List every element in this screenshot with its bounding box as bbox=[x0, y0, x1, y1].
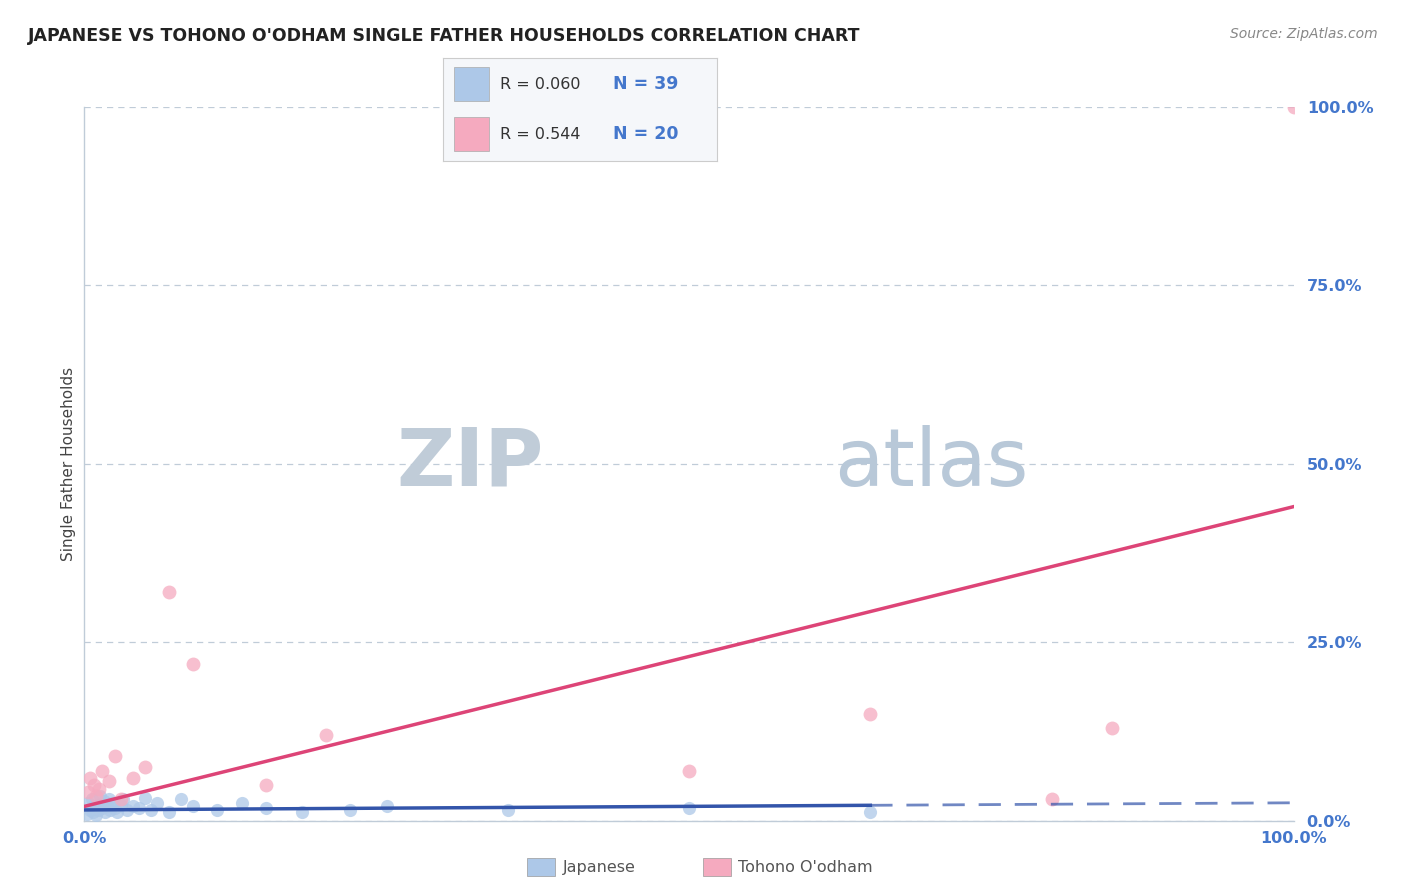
Text: atlas: atlas bbox=[834, 425, 1028, 503]
Y-axis label: Single Father Households: Single Father Households bbox=[60, 367, 76, 561]
Point bbox=[1282, 100, 1305, 114]
Text: Tohono O'odham: Tohono O'odham bbox=[738, 860, 873, 874]
Point bbox=[115, 803, 138, 817]
Point bbox=[97, 792, 120, 806]
Point bbox=[375, 799, 398, 814]
Point bbox=[104, 749, 127, 764]
Point bbox=[128, 801, 150, 815]
Point bbox=[79, 771, 101, 785]
Point bbox=[93, 794, 115, 808]
Point bbox=[315, 728, 337, 742]
Point bbox=[104, 801, 127, 815]
Point bbox=[121, 799, 143, 814]
Point bbox=[859, 706, 882, 721]
Text: R = 0.544: R = 0.544 bbox=[501, 127, 581, 142]
Point bbox=[98, 803, 121, 817]
Point bbox=[110, 797, 132, 812]
Point bbox=[86, 803, 108, 817]
Point bbox=[181, 657, 204, 671]
Point bbox=[86, 789, 108, 803]
Point bbox=[157, 805, 180, 819]
Point bbox=[87, 781, 110, 796]
Point bbox=[678, 801, 700, 815]
Point bbox=[91, 764, 114, 778]
Point bbox=[89, 789, 111, 803]
Point bbox=[77, 785, 100, 799]
Point bbox=[96, 799, 118, 814]
Point bbox=[97, 774, 120, 789]
Point bbox=[83, 778, 105, 792]
Text: N = 20: N = 20 bbox=[613, 126, 678, 144]
Point bbox=[79, 803, 101, 817]
Text: JAPANESE VS TOHONO O'ODHAM SINGLE FATHER HOUSEHOLDS CORRELATION CHART: JAPANESE VS TOHONO O'ODHAM SINGLE FATHER… bbox=[28, 27, 860, 45]
Bar bbox=[454, 118, 489, 152]
Point bbox=[101, 796, 124, 810]
Point bbox=[181, 799, 204, 814]
Point bbox=[110, 792, 132, 806]
Point bbox=[112, 792, 135, 806]
Text: N = 39: N = 39 bbox=[613, 75, 678, 93]
Bar bbox=[454, 67, 489, 101]
Point bbox=[1101, 721, 1123, 735]
Point bbox=[77, 796, 100, 810]
Point bbox=[146, 796, 169, 810]
Point bbox=[105, 805, 128, 819]
Point bbox=[86, 808, 108, 822]
Point bbox=[231, 796, 253, 810]
Point bbox=[139, 803, 162, 817]
Point bbox=[157, 585, 180, 599]
Point bbox=[134, 790, 156, 805]
Point bbox=[76, 806, 98, 821]
Point bbox=[339, 803, 361, 817]
Text: Source: ZipAtlas.com: Source: ZipAtlas.com bbox=[1230, 27, 1378, 41]
Point bbox=[254, 801, 277, 815]
Point bbox=[134, 760, 156, 774]
Point bbox=[170, 792, 193, 806]
Point bbox=[82, 805, 104, 819]
Point bbox=[94, 805, 117, 819]
Point bbox=[121, 771, 143, 785]
Text: ZIP: ZIP bbox=[396, 425, 544, 503]
Text: R = 0.060: R = 0.060 bbox=[501, 77, 581, 92]
Point bbox=[254, 778, 277, 792]
Point bbox=[91, 801, 114, 815]
Point bbox=[496, 803, 519, 817]
Point bbox=[678, 764, 700, 778]
Point bbox=[80, 792, 103, 806]
Text: Japanese: Japanese bbox=[562, 860, 636, 874]
Point bbox=[207, 803, 229, 817]
Point bbox=[87, 797, 110, 812]
Point bbox=[291, 805, 314, 819]
Point bbox=[1040, 792, 1063, 806]
Point bbox=[83, 799, 105, 814]
Point bbox=[859, 805, 882, 819]
